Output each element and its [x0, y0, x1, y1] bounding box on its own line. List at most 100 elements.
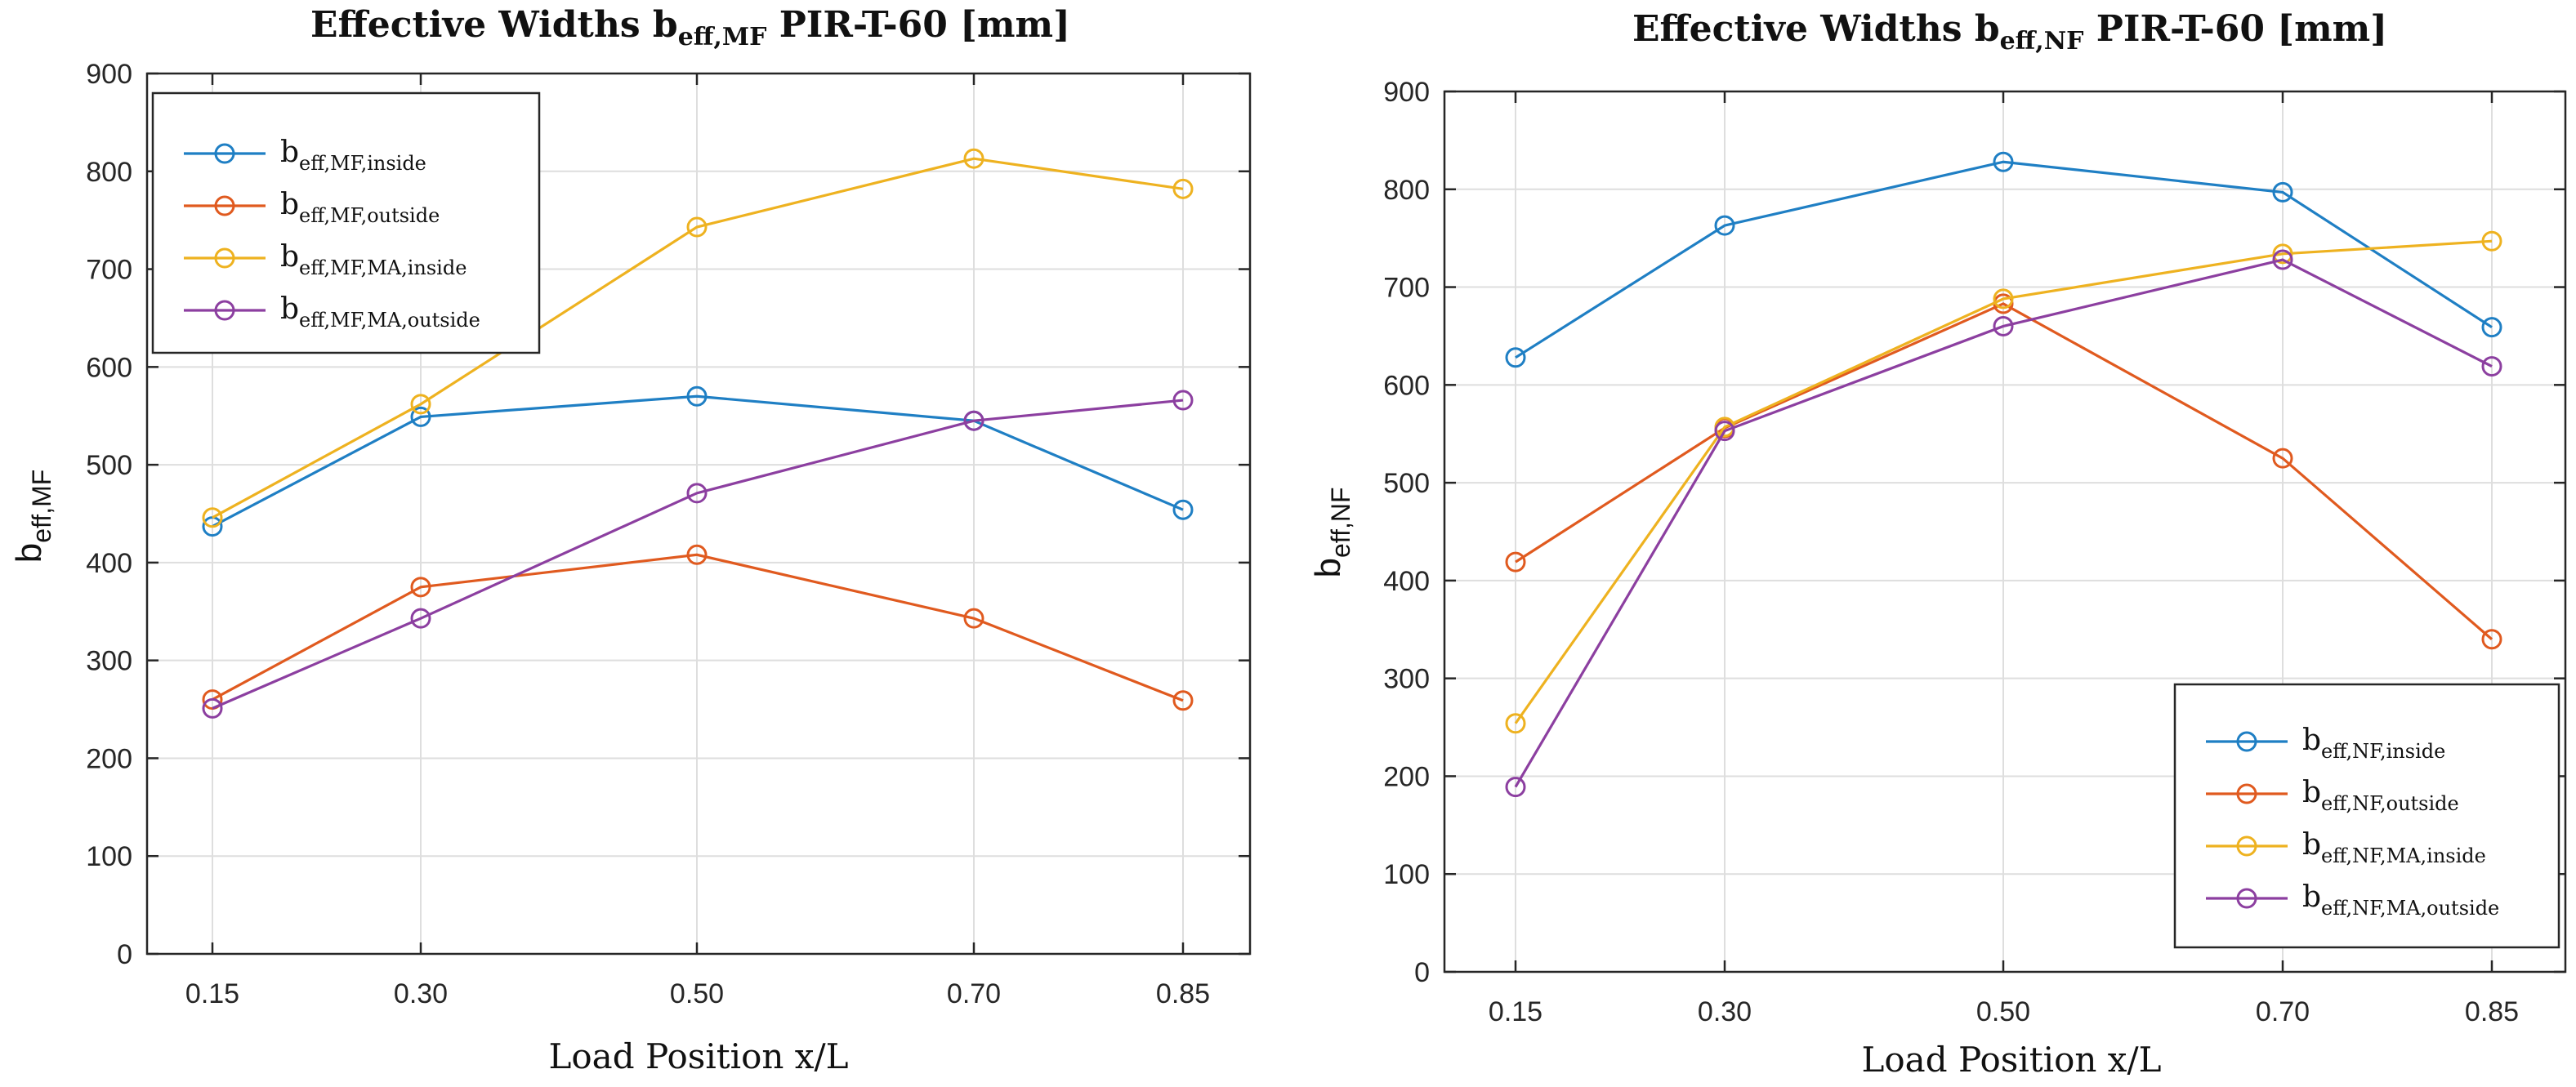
data-point: [686, 385, 708, 407]
x-tick-label: 0.30: [394, 978, 448, 1009]
legend-marker: [214, 247, 235, 269]
data-point: [1172, 690, 1194, 711]
data-point: [1714, 421, 1735, 442]
x-tick-label: 0.85: [1156, 978, 1210, 1009]
data-point: [686, 483, 708, 504]
x-tick-label: 0.85: [2465, 996, 2519, 1027]
data-point: [963, 608, 984, 629]
data-point: [963, 410, 984, 431]
axes-box: [145, 72, 1252, 956]
data-point: [202, 697, 223, 719]
legend-marker: [214, 195, 235, 216]
y-tick-label: 200: [86, 743, 132, 774]
legend-label: beff,MF,inside: [280, 136, 426, 175]
chart-title: Effective Widths beff,NF PIR-T-60 [mm]: [1632, 8, 2387, 56]
data-point: [2272, 249, 2293, 270]
data-point: [410, 406, 431, 427]
y-tick-label: 500: [86, 450, 132, 481]
data-point: [1172, 390, 1194, 411]
y-tick-label: 900: [1383, 77, 1430, 108]
series-line: [1514, 239, 2493, 724]
data-point: [2481, 317, 2502, 338]
data-point: [1505, 777, 1526, 798]
data-point: [410, 394, 431, 415]
x-tick-label: 0.70: [2256, 996, 2310, 1027]
series-eff-nf-ma-inside: [1505, 230, 2502, 734]
data-point: [1505, 713, 1526, 734]
y-tick-label: 400: [86, 548, 132, 579]
data-point: [410, 577, 431, 598]
legend-label: beff,NF,MA,outside: [2302, 880, 2499, 920]
y-tick-label: 600: [1383, 370, 1430, 401]
x-tick-label: 0.50: [670, 978, 724, 1009]
legend-marker: [214, 143, 235, 164]
data-point: [1172, 499, 1194, 520]
x-axis-label: Load Position x/L: [548, 1036, 848, 1076]
series-line: [1515, 302, 2493, 640]
y-tick-label: 0: [1414, 957, 1430, 988]
y-tick-label: 100: [86, 841, 132, 872]
legend-label: beff,NF,inside: [2302, 724, 2445, 763]
data-point: [2272, 181, 2293, 203]
data-point: [2481, 629, 2502, 650]
y-tick-label: 800: [1383, 175, 1430, 206]
data-point: [963, 148, 984, 169]
series-eff-mf-ma-outside: [202, 390, 1194, 719]
data-point: [2272, 448, 2293, 469]
y-tick-label: 700: [86, 255, 132, 286]
y-tick-label: 500: [1383, 468, 1430, 499]
data-point: [1993, 288, 2014, 310]
data-point: [686, 216, 708, 238]
x-tick-label: 0.15: [185, 978, 239, 1009]
y-tick-label: 400: [1383, 566, 1430, 597]
legend-label: beff,MF,outside: [280, 188, 440, 227]
data-point: [1172, 178, 1194, 199]
data-point: [2481, 356, 2502, 377]
x-tick-label: 0.50: [1976, 996, 2030, 1027]
data-point: [202, 689, 223, 711]
y-tick-label: 0: [117, 939, 132, 970]
y-tick-label: 300: [1383, 664, 1430, 695]
x-tick-label: 0.70: [947, 978, 1001, 1009]
y-tick-label: 800: [86, 157, 132, 188]
data-point: [1714, 215, 1735, 236]
x-tick-label: 0.30: [1698, 996, 1752, 1027]
data-point: [1993, 151, 2014, 172]
legend-marker: [214, 300, 235, 321]
data-point: [2272, 243, 2293, 265]
legend: beff,MF,inside beff,MF,outside beff,MF,MA,…: [151, 91, 541, 354]
chart-title: Effective Widths beff,MF PIR-T-60 [mm]: [310, 4, 1070, 51]
x-axis-label: Load Position x/L: [1861, 1040, 2161, 1080]
legend-label: beff,MF,MA,outside: [280, 292, 480, 332]
data-point: [686, 544, 708, 565]
y-tick-label: 900: [86, 59, 132, 90]
series-line: [212, 157, 1184, 519]
data-point: [1505, 551, 1526, 572]
data-point: [1505, 347, 1526, 368]
series-line: [1515, 160, 2493, 359]
data-point: [2481, 230, 2502, 252]
y-tick-label: 200: [1383, 761, 1430, 792]
y-tick-label: 100: [1383, 859, 1430, 890]
legend: beff,NF,inside beff,NF,outside beff,NF,MA,…: [2173, 683, 2560, 949]
series-eff-mf-outside: [202, 544, 1194, 711]
series-line: [212, 399, 1184, 710]
series-line: [1514, 258, 2493, 788]
axes-box: [1443, 90, 2567, 973]
data-point: [1993, 315, 2014, 336]
series-eff-mf-ma-inside: [202, 148, 1194, 528]
legend-marker: [2236, 888, 2257, 909]
y-tick-label: 600: [86, 352, 132, 383]
legend-label: beff,NF,outside: [2302, 776, 2459, 815]
legend-marker: [2236, 783, 2257, 804]
y-axis-label: beff,NF: [1308, 487, 1355, 577]
chart-nf: 0 100 200 300 400 500 600 700 800 900 0.15 0.30 0.50…: [1308, 8, 2567, 1080]
y-axis-label: beff,MF: [9, 470, 56, 564]
chart-mf: 0 100 200 300 400 500 600 700 800 900 0.15 0.30 0.50…: [9, 4, 1252, 1076]
legend-label: beff,MF,MA,inside: [280, 240, 467, 279]
x-tick-label: 0.15: [1489, 996, 1542, 1027]
legend-marker: [2236, 731, 2257, 752]
y-tick-label: 700: [1383, 273, 1430, 304]
series-line: [212, 394, 1184, 528]
